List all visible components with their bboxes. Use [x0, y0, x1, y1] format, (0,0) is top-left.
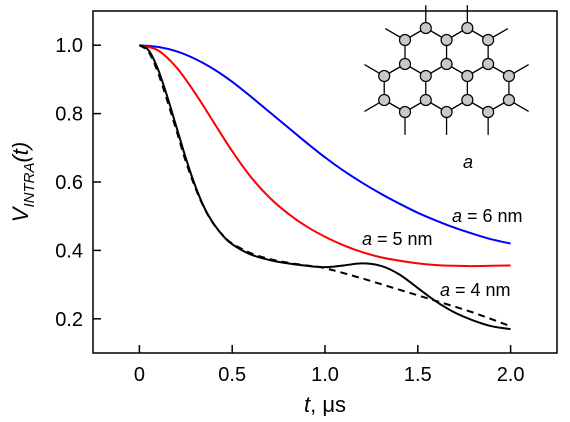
series-annotation: a = 4 nm: [440, 280, 511, 300]
series-line-dashed-fit: [138, 44, 511, 328]
series-annotations: a = 6 nm a = 5 nm a = 4 nm: [362, 206, 523, 300]
lattice-atom: [419, 93, 432, 107]
lattice-atom: [440, 33, 453, 47]
series-line-2: [139, 44, 511, 268]
series-lines: [138, 44, 511, 331]
axis-ticks: 0 0.5 1.0 1.5 2.0 0.2 0.4 0.6 0.8 1.0: [55, 35, 524, 386]
lattice-atom: [419, 69, 432, 83]
x-axis-label: t, μs: [304, 392, 346, 417]
y-tick-label: 0.6: [55, 172, 83, 194]
lattice-atom: [398, 33, 412, 47]
lattice-atom: [378, 93, 391, 107]
lattice-atom: [461, 21, 474, 35]
x-tick-label: 1.0: [311, 364, 339, 386]
y-tick-label: 0.8: [55, 104, 83, 126]
lattice-atom: [419, 21, 432, 35]
lattice-atom: [398, 105, 412, 119]
lattice-atom: [502, 93, 516, 107]
lattice-atom: [461, 69, 474, 83]
lattice-atom: [440, 105, 453, 119]
lattice-atom: [440, 57, 453, 71]
y-tick-label: 1.0: [55, 35, 83, 57]
y-axis-label: VINTRA(t): [8, 142, 38, 222]
series-annotation: a = 5 nm: [362, 229, 433, 249]
x-tick-label: 2.0: [497, 364, 525, 386]
lattice-atom: [398, 57, 412, 71]
y-tick-label: 0.2: [55, 309, 83, 331]
series-line-1: [139, 44, 511, 245]
lattice-inset: a: [364, 5, 529, 172]
lattice-atom: [482, 105, 495, 119]
y-tick-label: 0.4: [55, 240, 83, 262]
lattice-atom: [482, 33, 495, 47]
lattice-atom: [378, 69, 391, 83]
lattice-atom: [482, 57, 495, 71]
x-tick-label: 0: [134, 364, 145, 386]
x-tick-label: 1.5: [404, 364, 432, 386]
lattice-atom: [461, 93, 474, 107]
x-tick-label: 0.5: [218, 364, 246, 386]
series-annotation: a = 6 nm: [452, 206, 523, 226]
lattice-label: a: [463, 152, 473, 172]
lattice-atom: [502, 69, 516, 83]
